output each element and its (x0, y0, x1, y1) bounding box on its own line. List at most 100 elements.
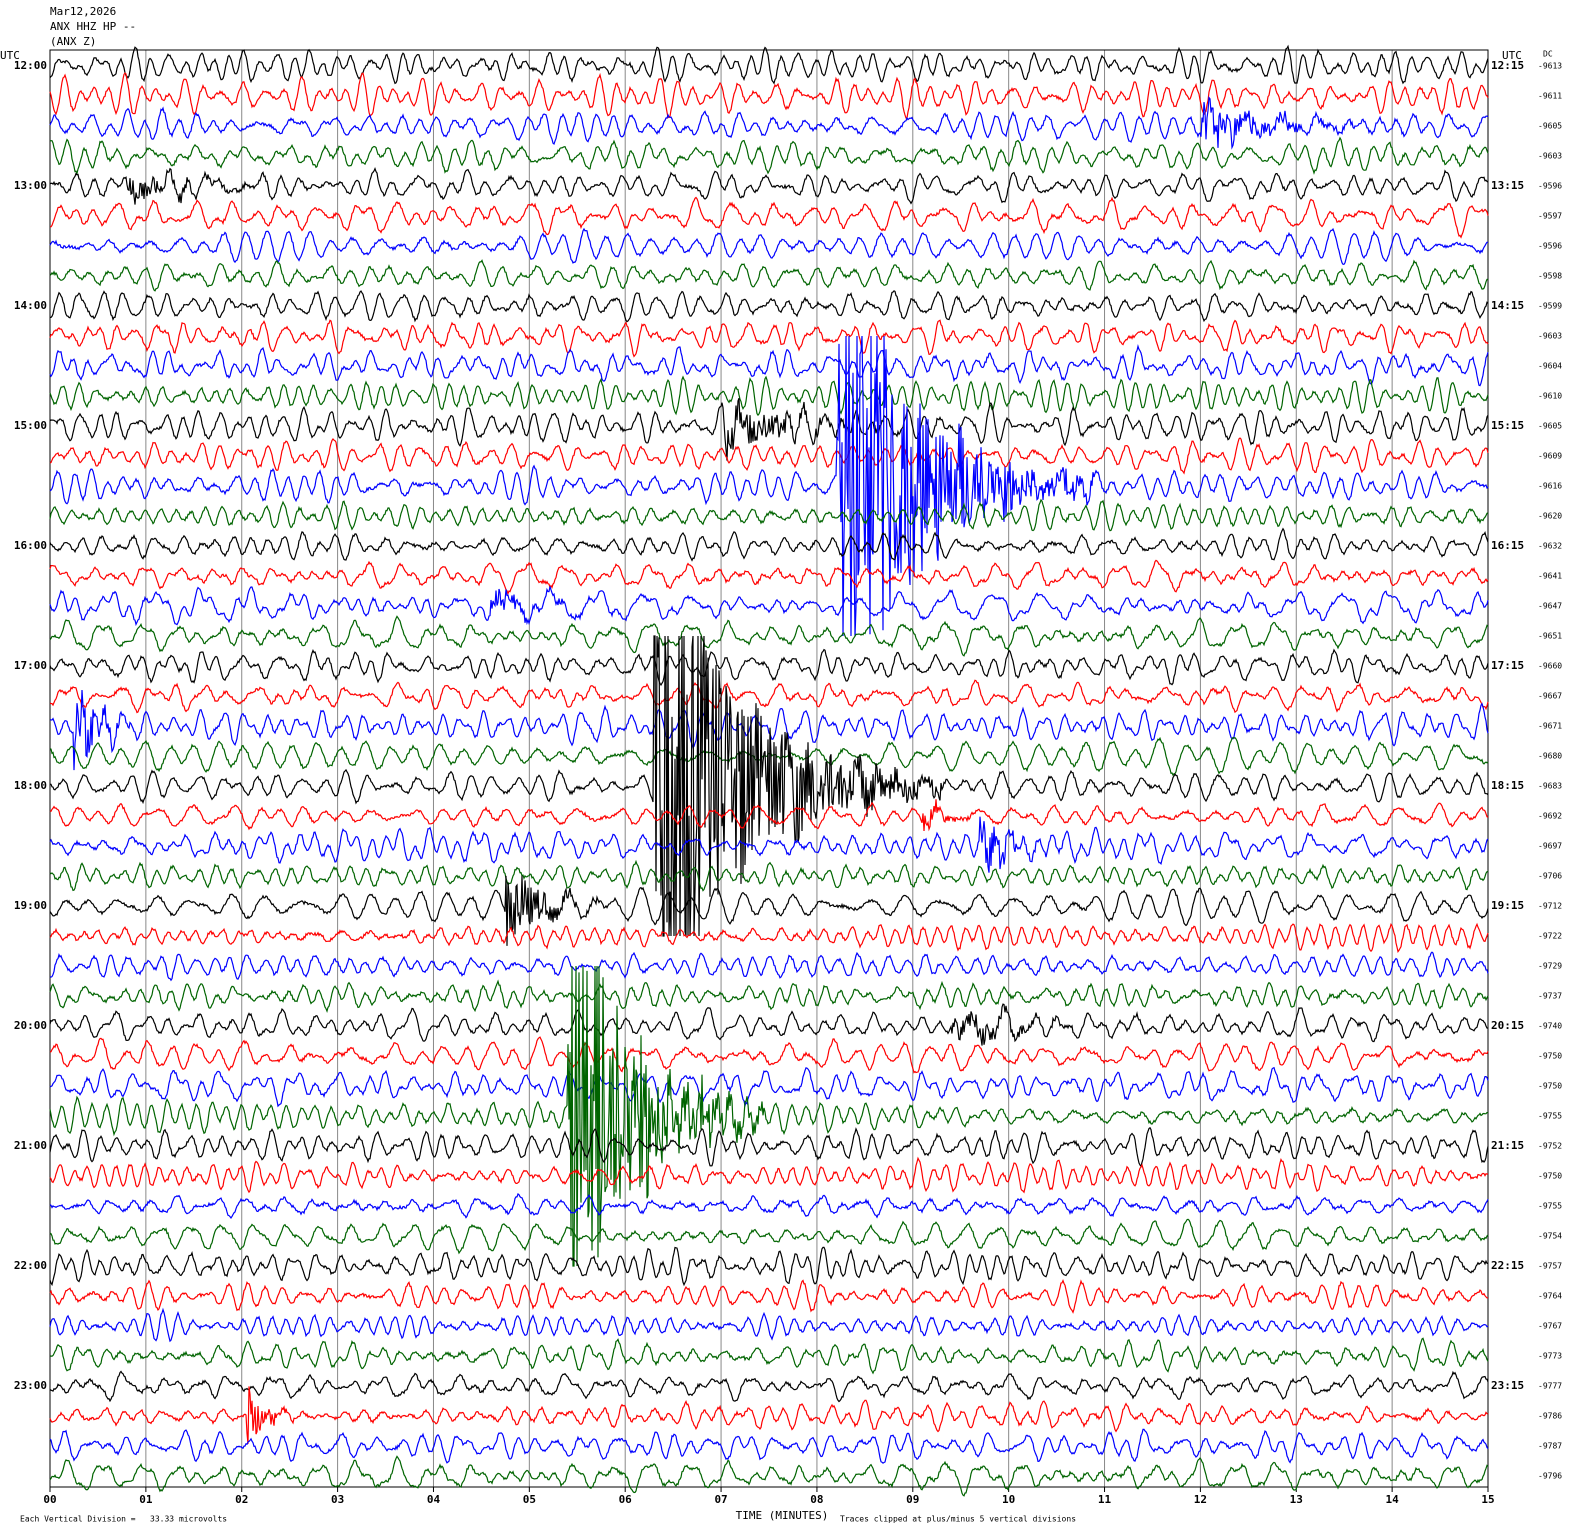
trace (49, 635, 1489, 937)
dc-value: -9796 (1538, 1472, 1562, 1481)
x-axis-label: TIME (MINUTES) (736, 1509, 829, 1522)
dc-value: -9604 (1538, 362, 1562, 371)
x-tick-label: 14 (1386, 1493, 1400, 1506)
row-label-right: 18:15 (1491, 779, 1524, 792)
row-label-left: 21:00 (14, 1139, 47, 1152)
x-tick-label: 08 (810, 1493, 823, 1506)
row-label-right: 17:15 (1491, 659, 1524, 672)
dc-value: -9697 (1538, 842, 1562, 851)
dc-value: -9755 (1538, 1112, 1562, 1121)
dc-value: -9616 (1538, 482, 1562, 491)
row-label-left: 18:00 (14, 779, 47, 792)
title-line: ANX HHZ HP -- (50, 20, 136, 33)
trace (49, 335, 1489, 637)
dc-value: -9671 (1538, 722, 1562, 731)
trace (49, 167, 1489, 205)
trace (49, 979, 1489, 1014)
row-label-left: 13:00 (14, 179, 47, 192)
dc-value: -9596 (1538, 242, 1562, 251)
dc-label: DC (1543, 50, 1553, 59)
dc-value: -9603 (1538, 332, 1562, 341)
row-label-right: 15:15 (1491, 419, 1524, 432)
dc-value: -9755 (1538, 1202, 1562, 1211)
x-tick-label: 03 (331, 1493, 344, 1506)
dc-value: -9706 (1538, 872, 1562, 881)
trace (49, 227, 1489, 265)
dc-value: -9620 (1538, 512, 1562, 521)
trace (49, 965, 1489, 1267)
trace (49, 1278, 1488, 1314)
dc-value: -9764 (1538, 1292, 1562, 1301)
trace (49, 736, 1489, 777)
trace (49, 259, 1489, 292)
x-tick-label: 06 (619, 1493, 633, 1506)
trace (49, 1307, 1489, 1343)
row-label-right: 16:15 (1491, 539, 1524, 552)
trace (49, 559, 1489, 596)
x-tick-label: 00 (43, 1493, 56, 1506)
trace (49, 375, 1489, 417)
scale-note: Each Vertical Division = 33.33 microvolt… (20, 1515, 227, 1524)
row-label-right: 21:15 (1491, 1139, 1524, 1152)
dc-value: -9605 (1538, 422, 1562, 431)
row-label-right: 12:15 (1491, 59, 1524, 72)
trace (49, 615, 1489, 657)
dc-value: -9660 (1538, 662, 1562, 671)
x-tick-label: 05 (523, 1493, 536, 1506)
trace (49, 1003, 1489, 1046)
dc-value: -9605 (1538, 122, 1562, 131)
dc-value: -9754 (1538, 1232, 1562, 1241)
trace (49, 1193, 1489, 1220)
dc-value: -9750 (1538, 1172, 1562, 1181)
x-tick-label: 01 (139, 1493, 153, 1506)
dc-value: -9729 (1538, 962, 1562, 971)
x-tick-label: 11 (1098, 1493, 1112, 1506)
trace (49, 1218, 1489, 1255)
trace (49, 1066, 1489, 1108)
row-label-right: 22:15 (1491, 1259, 1524, 1272)
trace (49, 816, 1489, 873)
trace (49, 437, 1489, 475)
trace (49, 799, 1489, 832)
dc-value: -9632 (1538, 542, 1562, 551)
clip-note: Traces clipped at plus/minus 5 vertical … (840, 1515, 1076, 1524)
trace (49, 527, 1489, 562)
trace (49, 136, 1489, 176)
row-label-left: 20:00 (14, 1019, 47, 1032)
dc-value: -9683 (1538, 782, 1562, 791)
row-label-right: 14:15 (1491, 299, 1524, 312)
trace (49, 586, 1489, 627)
x-tick-label: 13 (1290, 1493, 1303, 1506)
title-line: Mar12,2026 (50, 5, 116, 18)
title-line: (ANX Z) (50, 35, 96, 48)
row-label-left: 16:00 (14, 539, 47, 552)
dc-value: -9609 (1538, 452, 1562, 461)
row-label-left: 19:00 (14, 899, 47, 912)
dc-value: -9647 (1538, 602, 1562, 611)
trace (49, 1455, 1489, 1497)
dc-value: -9777 (1538, 1382, 1562, 1391)
trace (49, 951, 1489, 982)
row-label-right: 13:15 (1491, 179, 1524, 192)
trace (49, 95, 1489, 150)
dc-value: -9750 (1538, 1052, 1562, 1061)
dc-value: -9787 (1538, 1442, 1562, 1451)
dc-value: -9722 (1538, 932, 1562, 941)
dc-value: -9767 (1538, 1322, 1562, 1331)
trace (49, 648, 1489, 687)
row-label-right: 20:15 (1491, 1019, 1524, 1032)
trace (49, 922, 1489, 953)
trace (49, 875, 1489, 946)
trace (49, 44, 1489, 85)
dc-value: -9610 (1538, 392, 1562, 401)
dc-value: -9597 (1538, 212, 1562, 221)
trace (49, 1036, 1489, 1074)
trace (49, 1370, 1489, 1403)
trace (49, 1337, 1489, 1375)
dc-value: -9712 (1538, 902, 1562, 911)
row-label-right: 23:15 (1491, 1379, 1524, 1392)
left-axis-label: UTC (0, 49, 20, 62)
dc-value: -9740 (1538, 1022, 1562, 1031)
